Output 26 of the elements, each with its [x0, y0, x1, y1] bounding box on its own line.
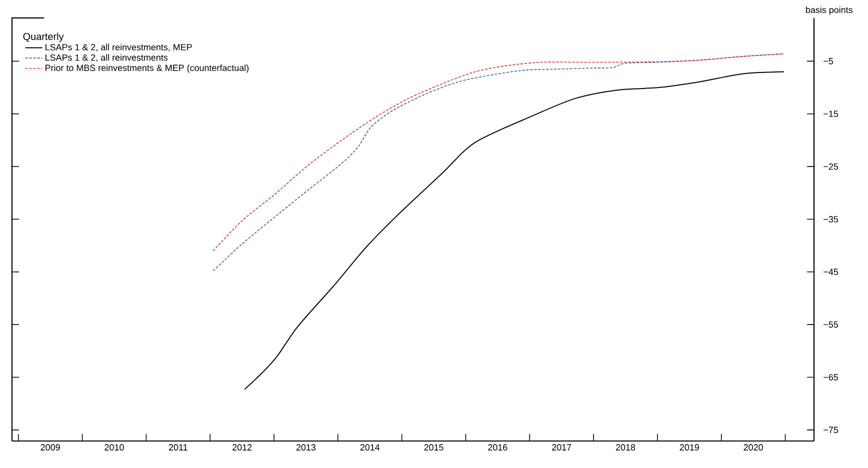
y-tick-label: −5: [824, 58, 834, 64]
y-tick-label: −25: [824, 163, 838, 170]
x-tick-label: 2011: [168, 444, 188, 451]
legend-label: LSAPs 1 & 2, all reinvestments: [46, 54, 168, 62]
x-tick-label: 2010: [104, 444, 124, 451]
x-tick-label: 2009: [40, 444, 60, 451]
x-tick-label: 2015: [424, 444, 444, 451]
y-tick-label: −75: [824, 426, 838, 434]
y-tick-label: −45: [824, 268, 838, 276]
x-tick-label: 2014: [360, 444, 380, 451]
x-tick-label: 2016: [488, 444, 508, 451]
x-tick-label: 2019: [680, 444, 699, 451]
x-tick-label: 2018: [616, 444, 636, 451]
y-tick-label: −65: [824, 374, 838, 380]
y-tick-label: −15: [824, 110, 838, 117]
line-series: [244, 71, 784, 390]
y-tick-label: −55: [824, 321, 838, 328]
x-tick-label: 2017: [552, 444, 572, 451]
x-tick-label: 2013: [296, 444, 316, 451]
legend-label: Prior to MBS reinvestments & MEP (counterfactual): [46, 64, 249, 73]
x-tick-label: 2012: [232, 444, 252, 451]
y-axis-title: basis points: [806, 6, 852, 15]
y-tick-label: −35: [824, 216, 838, 222]
legend-title: Quarterly: [23, 32, 64, 42]
legend-label: LSAPs 1 & 2, all reinvestments, MEP: [46, 44, 192, 52]
x-tick-label: 2020: [744, 444, 763, 451]
